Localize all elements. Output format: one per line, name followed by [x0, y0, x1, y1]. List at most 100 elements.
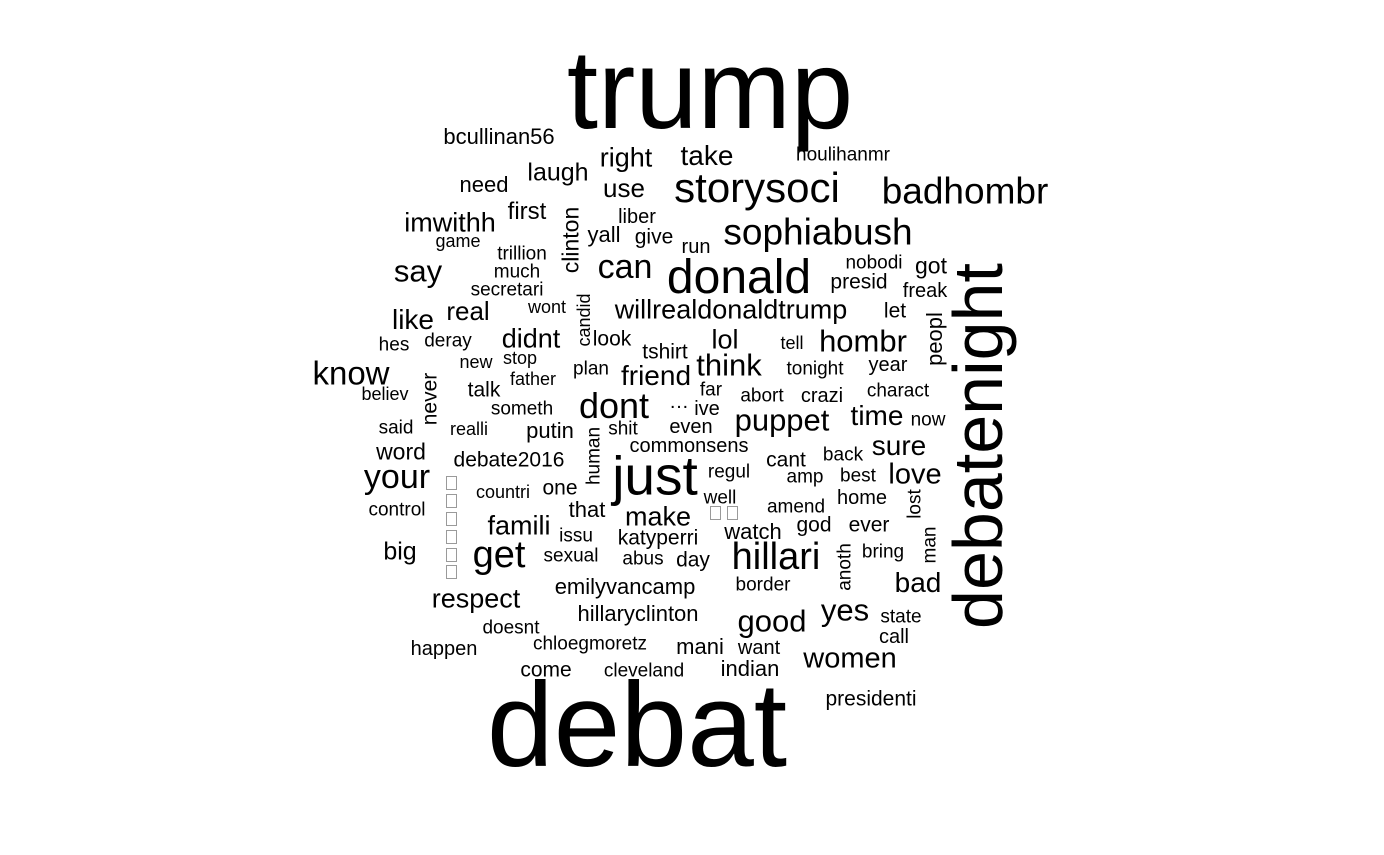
cloud-word: debate2016: [453, 448, 565, 472]
cloud-word: now: [910, 409, 946, 431]
cloud-word: believ: [361, 384, 409, 404]
cloud-word: can: [597, 248, 653, 286]
cloud-word: want: [737, 637, 781, 659]
cloud-word: back: [822, 444, 864, 466]
cloud-word: border: [735, 574, 791, 596]
cloud-word: big: [383, 537, 417, 566]
cloud-word: charact: [866, 380, 930, 402]
cloud-word: take: [680, 140, 734, 171]
cloud-word: hillaryclinton: [577, 601, 699, 626]
cloud-word: houlihanmr: [796, 144, 890, 166]
cloud-word: call: [878, 626, 910, 648]
cloud-word: let: [883, 299, 907, 323]
cloud-word: bad: [894, 567, 942, 598]
cloud-word: amend: [766, 496, 826, 518]
cloud-word: much: [493, 261, 541, 283]
cloud-word: say: [393, 253, 443, 289]
cloud-word: need: [459, 172, 509, 197]
missing-glyph-icon: [446, 512, 457, 526]
cloud-word: bring: [861, 541, 905, 563]
cloud-word: shit: [608, 418, 638, 440]
cloud-word: debatenight: [939, 263, 1017, 629]
cloud-word: stop: [502, 348, 538, 368]
cloud-word: katyperri: [617, 526, 699, 550]
cloud-word: tell: [780, 333, 804, 353]
cloud-word: indian: [720, 656, 780, 681]
cloud-word: bcullinan56: [443, 124, 555, 149]
cloud-word: deray: [424, 330, 472, 352]
cloud-word: clinton: [557, 206, 584, 274]
cloud-word: women: [803, 642, 897, 675]
cloud-word: father: [509, 369, 557, 389]
cloud-word: that: [568, 497, 606, 522]
cloud-word: abus: [622, 548, 664, 570]
cloud-word: hombr: [819, 323, 907, 359]
cloud-word: putin: [526, 418, 574, 443]
cloud-word: year: [868, 354, 908, 376]
missing-glyph-icon: [446, 565, 457, 579]
cloud-word: get: [472, 534, 526, 576]
cloud-word: know: [312, 354, 390, 392]
cloud-word: trillion: [497, 243, 547, 265]
cloud-word: …: [669, 391, 689, 413]
cloud-word: laugh: [527, 158, 589, 187]
cloud-word: sure: [871, 430, 927, 461]
cloud-word: make: [624, 501, 692, 532]
cloud-word: respect: [431, 583, 521, 614]
cloud-word: talk: [467, 378, 501, 402]
cloud-word: hillari: [731, 536, 821, 578]
cloud-word: hes: [378, 334, 410, 356]
cloud-word: peopl: [922, 312, 947, 366]
cloud-word: mani: [676, 634, 724, 659]
cloud-word: new: [459, 352, 493, 372]
cloud-word: game: [435, 231, 481, 251]
cloud-word: said: [378, 417, 414, 439]
cloud-word: regul: [707, 461, 751, 483]
cloud-word: tshirt: [642, 340, 688, 364]
cloud-word: didnt: [501, 323, 561, 354]
cloud-word: emilyvancamp: [554, 574, 696, 599]
cloud-word: puppet: [734, 402, 830, 438]
cloud-word: think: [696, 347, 762, 383]
cloud-word: word: [376, 438, 426, 465]
cloud-word: come: [520, 658, 572, 682]
cloud-word: donald: [666, 251, 812, 304]
cloud-word: happen: [410, 638, 478, 660]
cloud-word: realli: [449, 419, 489, 439]
cloud-word: home: [836, 487, 888, 509]
cloud-word: best: [840, 465, 876, 487]
cloud-word: commonsens: [629, 435, 749, 457]
cloud-word: even: [669, 416, 713, 438]
cloud-word: like: [391, 304, 435, 335]
cloud-word: lost: [904, 489, 926, 519]
cloud-word: willrealdonaldtrump: [614, 294, 848, 325]
cloud-word: ive: [694, 398, 720, 420]
cloud-word: doesnt: [482, 617, 540, 639]
cloud-word: tonight: [786, 358, 844, 380]
cloud-word: wont: [527, 297, 567, 317]
cloud-word: day: [676, 548, 710, 572]
cloud-word: your: [363, 458, 431, 496]
cloud-word: yes: [820, 592, 870, 628]
cloud-word: issu: [559, 525, 593, 547]
cloud-word: one: [542, 476, 578, 500]
cloud-word: liber: [618, 206, 656, 228]
cloud-word: ever: [848, 513, 890, 537]
cloud-word: got: [915, 252, 947, 279]
cloud-word: debat: [486, 658, 788, 792]
cloud-word: dont: [578, 385, 650, 426]
cloud-word: real: [446, 296, 490, 326]
cloud-word: state: [880, 606, 922, 628]
cloud-word: amp: [786, 466, 824, 488]
cloud-word: imwithh: [404, 207, 496, 238]
cloud-word: right: [599, 142, 653, 173]
cloud-word: never: [418, 372, 442, 426]
cloud-word: freak: [902, 280, 948, 302]
cloud-word: nobodi: [845, 252, 903, 274]
missing-glyph-icon: [446, 548, 457, 562]
cloud-word: time: [850, 400, 904, 431]
cloud-word: give: [634, 225, 674, 249]
cloud-word: presidenti: [825, 687, 917, 711]
cloud-word: sexual: [543, 545, 599, 567]
